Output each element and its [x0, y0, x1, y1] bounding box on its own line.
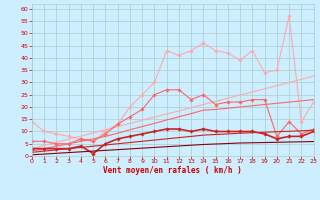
X-axis label: Vent moyen/en rafales ( km/h ): Vent moyen/en rafales ( km/h ): [103, 166, 242, 175]
